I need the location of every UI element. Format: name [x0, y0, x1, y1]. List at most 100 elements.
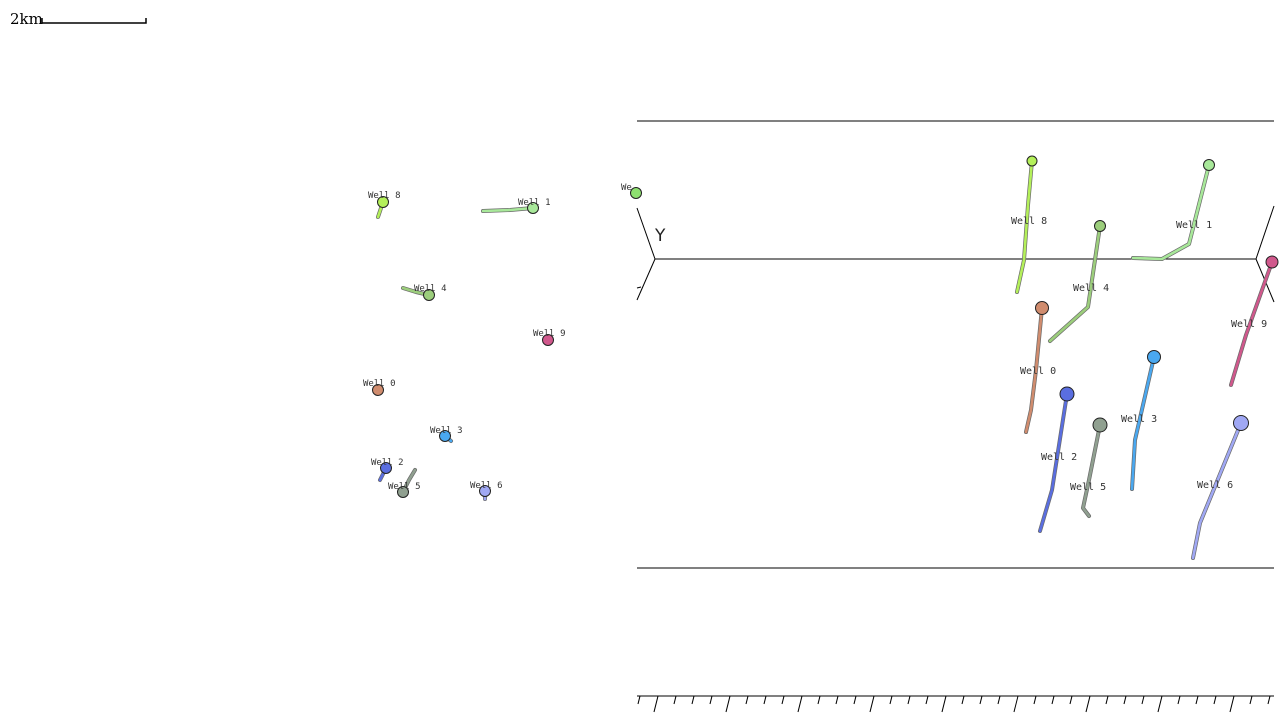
label-3d-well-1: Well 1 — [1176, 220, 1212, 231]
x-axis-tick — [1069, 695, 1073, 705]
x-axis-tick — [797, 695, 803, 713]
track-3d-well-6 — [1191, 421, 1243, 560]
track-3d-well-9 — [1229, 260, 1274, 387]
x-axis-tick — [1177, 695, 1181, 705]
track-3d-well-3 — [1130, 355, 1156, 491]
map-label-well-2: Well 2 — [371, 458, 404, 468]
map-well-tracks — [376, 200, 535, 501]
map-wellhead-well-8[interactable] — [377, 196, 389, 208]
x-axis-tick — [1105, 695, 1109, 705]
x-axis-tick — [869, 695, 875, 713]
wellhead-3d-well-9[interactable] — [1265, 255, 1279, 269]
track-3d-well-0 — [1024, 306, 1044, 434]
map-wellhead-well-6[interactable] — [479, 485, 491, 497]
label-3d-well-6: Well 6 — [1197, 480, 1233, 491]
map-label-partial: We — [621, 183, 632, 193]
box-left-diagonal-lower — [636, 258, 656, 301]
map-wellhead-well-3[interactable] — [439, 430, 451, 442]
map-label-well-3: Well 3 — [430, 426, 463, 436]
x-axis-tick — [1141, 695, 1145, 705]
x-axis-tick — [763, 695, 767, 705]
wellhead-3d-well-8[interactable] — [1026, 155, 1038, 167]
track-3d-well-1 — [1131, 163, 1211, 261]
map-label-well-9: Well 9 — [533, 329, 566, 339]
x-axis-tick — [1195, 695, 1199, 705]
wellhead-3d-well-0[interactable] — [1035, 301, 1049, 315]
x-axis-tick — [835, 695, 839, 705]
x-axis-tick — [1051, 695, 1055, 705]
x-axis-tick — [941, 695, 947, 713]
map-wellhead-well-1[interactable] — [527, 202, 539, 214]
map-view[interactable]: Well 8 Well 1 Well 4 Well 9 Well 0 Well … — [363, 183, 642, 501]
track-3d-well-5 — [1081, 423, 1102, 518]
label-3d-well-9: Well 9 — [1231, 319, 1267, 330]
x-axis-tick — [1229, 695, 1235, 713]
x-axis-tick — [925, 695, 929, 705]
wellhead-3d-well-2[interactable] — [1059, 386, 1075, 402]
x-axis-tick — [817, 695, 821, 705]
label-3d-well-4: Well 4 — [1073, 283, 1109, 294]
box-right-diagonal-upper — [1255, 205, 1275, 260]
map-label-well-1: Well 1 — [518, 198, 551, 208]
map-track-well-1 — [481, 206, 535, 213]
label-3d-well-0: Well 0 — [1020, 366, 1056, 377]
x-axis-tick — [1033, 695, 1037, 705]
x-axis-tick — [673, 695, 677, 705]
y-axis-label: Y — [654, 226, 666, 246]
map-label-well-4: Well 4 — [414, 284, 447, 294]
wellhead-3d-well-5[interactable] — [1092, 417, 1108, 433]
box-left-tick — [636, 286, 642, 289]
view-3d-box — [636, 120, 1275, 697]
x-axis-tick — [1013, 695, 1019, 713]
view-3d-well-labels: Well 8 Well 1 Well 4 Well 9 Well 0 Well … — [1011, 216, 1267, 493]
map-wellhead-well-0[interactable] — [372, 384, 384, 396]
view-3d-well-tracks — [1015, 159, 1274, 560]
view-3d-well-heads — [1026, 155, 1279, 433]
x-axis-tick — [853, 695, 857, 705]
x-axis-tick — [637, 695, 641, 705]
x-axis-tick — [781, 695, 785, 705]
label-3d-well-5: Well 5 — [1070, 482, 1106, 493]
box-left-diagonal-upper — [636, 207, 656, 260]
x-axis-tick — [907, 695, 911, 705]
wellhead-3d-well-4[interactable] — [1094, 220, 1106, 232]
map-label-well-6: Well 6 — [470, 481, 503, 491]
map-wellhead-well-2[interactable] — [380, 462, 392, 474]
label-3d-well-3: Well 3 — [1121, 414, 1157, 425]
x-axis-tick — [889, 695, 893, 705]
wellhead-3d-well-3[interactable] — [1147, 350, 1161, 364]
scale-bar: 2km — [10, 10, 147, 28]
x-axis-tick — [1123, 695, 1127, 705]
map-well-labels: Well 8 Well 1 Well 4 Well 9 Well 0 Well … — [363, 183, 632, 492]
map-label-well-5: Well 5 — [388, 482, 421, 492]
wellhead-3d-well-1[interactable] — [1203, 159, 1215, 171]
x-axis-tick — [745, 695, 749, 705]
map-wellhead-well-4[interactable] — [423, 289, 435, 301]
scale-bar-label: 2km — [10, 10, 43, 28]
label-3d-well-2: Well 2 — [1041, 452, 1077, 463]
x-axis-tick — [979, 695, 983, 705]
x-axis-tick — [709, 695, 713, 705]
map-label-well-0: Well 0 — [363, 379, 396, 389]
x-axis-tick — [691, 695, 695, 705]
x-axis-tick — [1085, 695, 1091, 713]
x-axis-tick — [997, 695, 1001, 705]
x-axis-tick — [725, 695, 731, 713]
track-3d-well-4 — [1048, 224, 1102, 343]
x-axis-tick — [653, 695, 659, 713]
x-axis-tick — [1157, 695, 1163, 713]
x-axis-tick — [1267, 695, 1271, 705]
x-axis-ticks — [637, 695, 1271, 713]
wellhead-3d-well-6[interactable] — [1233, 415, 1249, 431]
map-well-heads — [372, 187, 642, 498]
map-wellhead-well-5[interactable] — [397, 486, 409, 498]
map-wellhead-well-9[interactable] — [542, 334, 554, 346]
x-axis-tick — [961, 695, 965, 705]
map-wellhead-partial[interactable] — [630, 187, 642, 199]
label-3d-well-8: Well 8 — [1011, 216, 1047, 227]
track-3d-well-8 — [1015, 159, 1034, 294]
track-3d-well-2 — [1038, 392, 1069, 533]
map-label-well-8: Well 8 — [368, 191, 401, 201]
view-3d[interactable]: Y Well 8 W — [636, 120, 1279, 713]
